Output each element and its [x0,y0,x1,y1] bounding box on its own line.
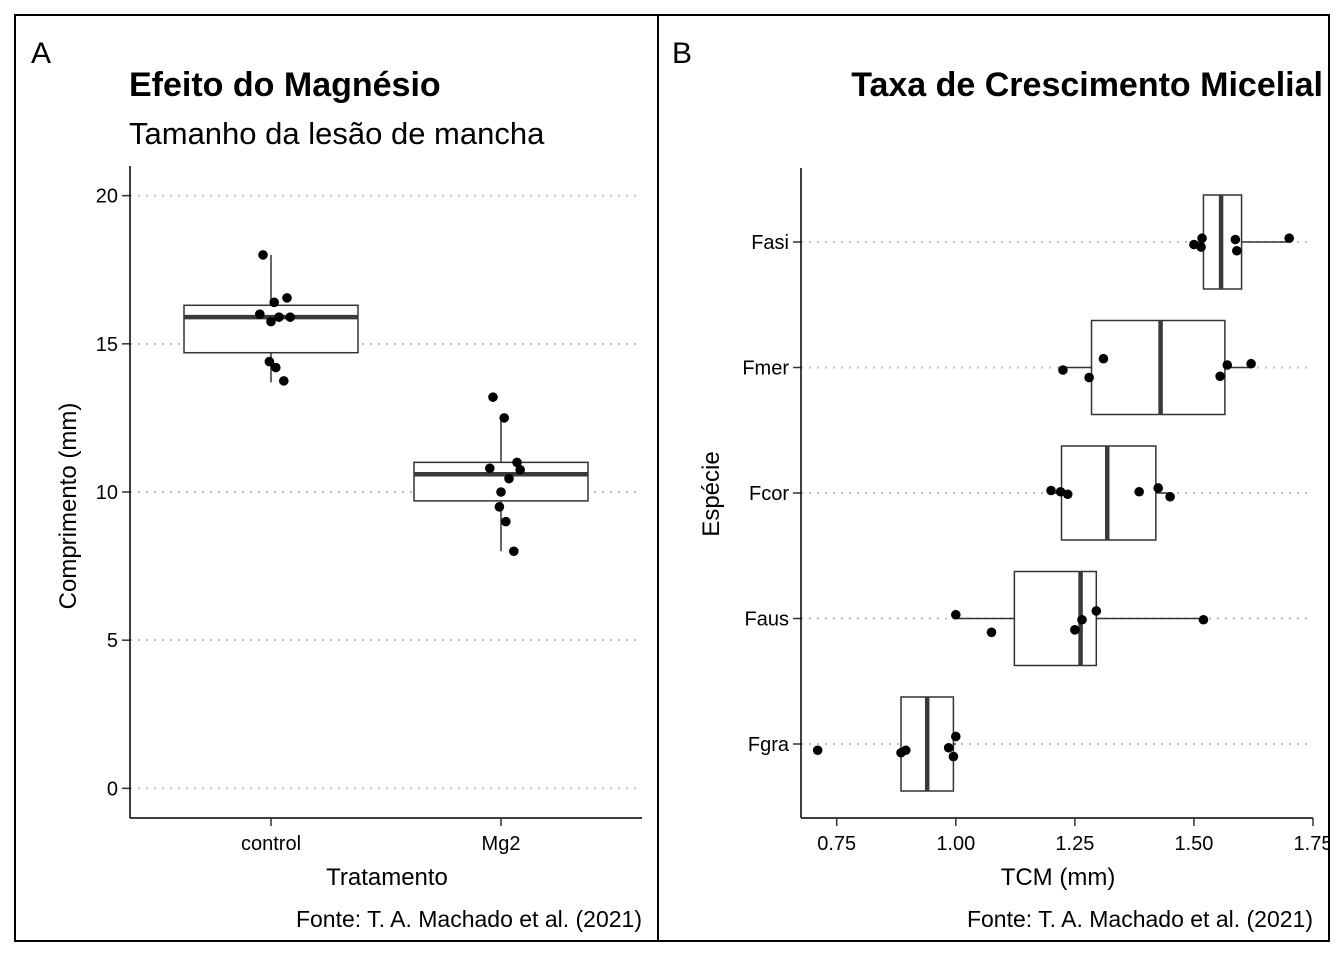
chart-b-xlabel: TCM (mm) [1001,864,1116,891]
chart-a-ytick-label: 15 [96,334,118,356]
chart-a-ylabel: Comprimento (mm) [55,403,82,610]
chart-a-point [264,356,275,367]
chart-b-svg: B Taxa de Crescimento Micelial TCM (mm) … [672,37,1328,932]
chart-a-point [501,516,511,527]
chart-b-point [1198,614,1209,625]
chart-b-point [1084,372,1094,383]
chart-b-point [1230,234,1241,245]
chart-b-ytick-label: Fmer [742,358,789,380]
chart-a-point [494,502,505,512]
chart-a-point [269,297,279,308]
chart-b-point [1231,245,1242,256]
chart-b-point [1098,353,1109,364]
chart-b-ytick-label: Fasi [751,232,789,254]
chart-b-point [812,745,823,756]
chart-a-point [509,546,519,557]
panel-b-tag: B [672,37,692,70]
chart-a-subtitle: Tamanho da lesão de mancha [129,116,545,151]
chart-a-ytick-label: 0 [107,778,118,800]
chart-a-point [512,457,522,468]
panel-b: B Taxa de Crescimento Micelial TCM (mm) … [657,14,1330,942]
chart-b-point [950,609,961,620]
chart-b-point [1222,360,1233,370]
chart-a-point [274,312,284,322]
chart-b-title: Taxa de Crescimento Micelial [851,66,1323,104]
chart-a-box-control [183,304,359,354]
chart-a-title: Efeito do Magnésio [129,66,441,104]
chart-b-point [1196,242,1206,252]
chart-a-ytick-label: 20 [96,186,118,208]
chart-b-xtick-label: 1.00 [936,833,975,855]
chart-a-ytick-label: 10 [96,482,118,504]
chart-b-point [1165,491,1175,502]
chart-a-xtick-label: control [241,833,301,855]
chart-b-caption: Fonte: T. A. Machado et al. (2021) [967,906,1313,932]
chart-b-ytick-label: Fcor [749,483,789,505]
chart-b-point [1077,614,1087,625]
chart-a-point [271,362,281,373]
chart-a-xlabel: Tratamento [326,864,448,891]
chart-b-ylabel: Espécie [698,451,725,536]
chart-b-point [1284,233,1294,244]
panel-a: A Efeito do Magnésio Tamanho da lesão de… [14,14,659,942]
chart-a-point [496,487,506,497]
chart-a-point [485,463,495,474]
chart-b-point [950,731,961,742]
chart-b-xtick-label: 1.50 [1174,833,1213,855]
chart-b-point [986,627,997,638]
chart-a-point [255,309,265,319]
chart-b-ytick-label: Fgra [748,734,790,756]
chart-b-point [900,745,911,756]
chart-a-point [515,464,525,475]
chart-b-ytick-label: Faus [745,609,789,631]
chart-b-point [1215,371,1225,382]
chart-b-point [1091,606,1102,616]
chart-a-ytick-label: 5 [107,630,118,652]
chart-a-point [258,250,268,260]
chart-b-xtick-label: 1.25 [1055,833,1094,855]
chart-b-point [1134,486,1144,497]
chart-a-point [279,376,289,386]
chart-b-point [1197,233,1207,244]
chart-a-point [266,316,276,327]
chart-a-point [488,392,498,402]
chart-b-box-Fmer [1090,319,1226,416]
chart-a-plot: 0 5 10 15 20 control Mg2 [96,166,642,855]
chart-b-point [1058,365,1068,375]
chart-a-caption: Fonte: T. A. Machado et al. (2021) [296,906,642,932]
chart-a-point [282,293,292,303]
chart-b-point [1070,624,1080,635]
chart-b-plot: Fasi Fmer Fcor Faus Fgra 0.75 1.00 1.25 1.50 1.75 [742,168,1328,855]
chart-a-point [499,413,510,423]
chart-a-xtick-label: Mg2 [482,833,521,855]
chart-b-point [948,751,959,762]
panel-a-tag: A [31,37,51,70]
chart-b-point [1046,485,1056,496]
chart-b-xtick-label: 1.75 [1294,833,1328,855]
chart-b-point [1062,489,1073,500]
chart-b-point [1153,483,1164,493]
chart-b-point [1246,358,1256,369]
chart-a-svg: A Efeito do Magnésio Tamanho da lesão de… [31,37,642,932]
chart-a-point [504,473,514,484]
chart-b-point [943,742,954,753]
chart-a-point [285,312,296,322]
chart-b-xtick-label: 0.75 [817,833,856,855]
